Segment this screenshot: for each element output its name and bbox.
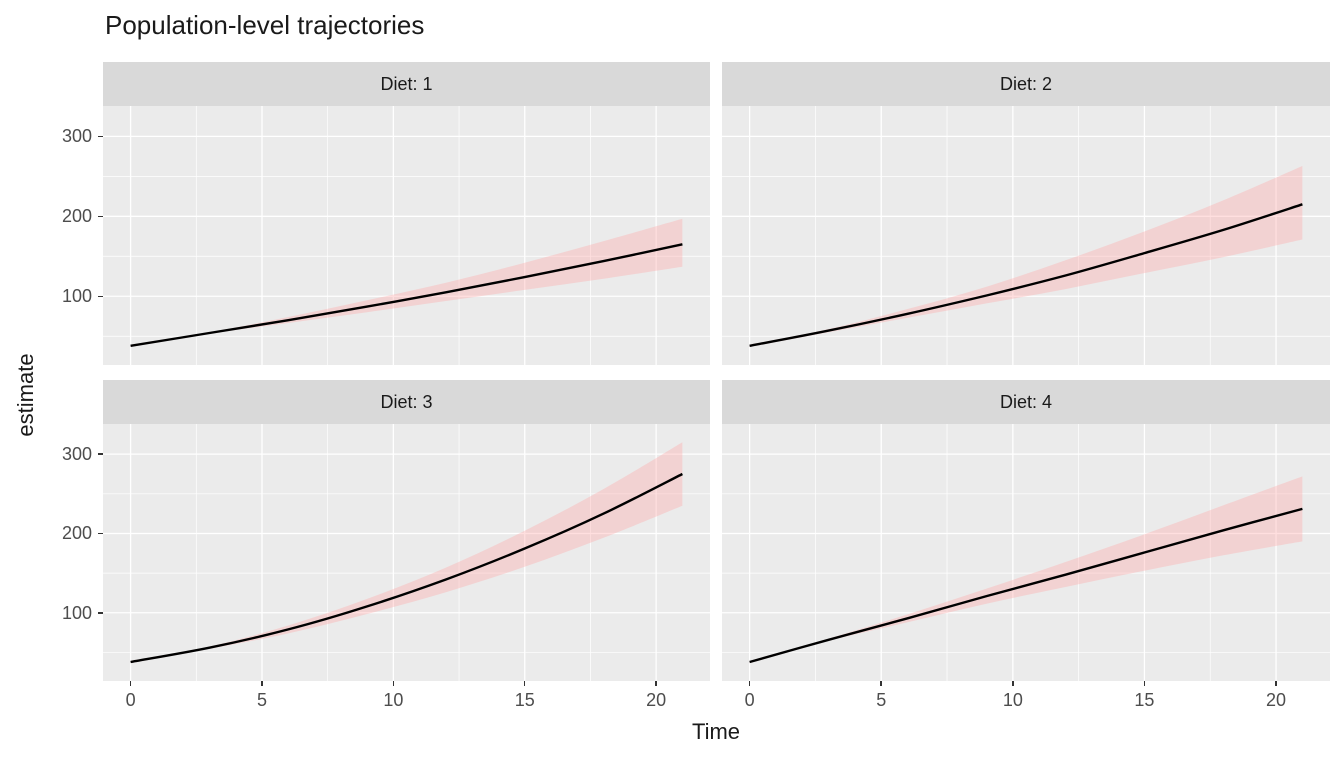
confidence-ribbon bbox=[749, 166, 1303, 347]
y-tick-label: 200 bbox=[61, 523, 92, 544]
x-tick-label: 20 bbox=[1266, 690, 1287, 710]
trajectory-line bbox=[749, 507, 1303, 664]
trajectory-line bbox=[749, 203, 1303, 347]
x-tick-label: 10 bbox=[1002, 690, 1023, 710]
y-tick-label: 300 bbox=[61, 444, 92, 465]
plot-title: Population-level trajectories bbox=[105, 10, 425, 40]
y-tick-mark bbox=[98, 295, 103, 297]
y-tick-label: 300 bbox=[61, 126, 92, 147]
y-tick-label: 200 bbox=[61, 206, 92, 227]
trajectory-line bbox=[130, 472, 683, 664]
facet-panel bbox=[103, 424, 710, 681]
x-tick-label: 10 bbox=[383, 690, 404, 710]
x-tick-label: 5 bbox=[256, 690, 267, 710]
x-tick-mark bbox=[392, 681, 395, 686]
y-tick-mark bbox=[98, 453, 103, 455]
y-tick-mark bbox=[98, 612, 103, 614]
panel-background bbox=[722, 106, 1330, 365]
panel-background bbox=[103, 106, 710, 365]
x-tick-mark bbox=[261, 681, 263, 686]
strip-label: Diet: 4 bbox=[999, 391, 1053, 412]
facet-strip: Diet: 4 bbox=[722, 380, 1330, 424]
x-tick-mark bbox=[523, 681, 526, 686]
strip-label: Diet: 3 bbox=[380, 391, 433, 412]
strip-label: Diet: 2 bbox=[999, 73, 1053, 94]
facet-panel bbox=[722, 424, 1330, 681]
facet-strip: Diet: 3 bbox=[103, 380, 710, 424]
x-tick-mark bbox=[1275, 681, 1277, 686]
x-tick-label: 15 bbox=[1134, 690, 1155, 710]
x-tick-label: 0 bbox=[125, 690, 136, 710]
y-tick-label: 100 bbox=[61, 602, 92, 623]
facet-panel bbox=[103, 106, 710, 365]
x-tick-mark bbox=[880, 681, 882, 686]
facet-panel bbox=[722, 106, 1330, 365]
x-tick-mark bbox=[1143, 681, 1146, 686]
y-tick-mark bbox=[98, 215, 103, 218]
panel-background bbox=[722, 424, 1330, 681]
x-tick-mark bbox=[129, 681, 132, 686]
x-tick-mark bbox=[748, 681, 751, 686]
x-tick-label: 5 bbox=[876, 690, 887, 710]
x-tick-label: 15 bbox=[514, 690, 535, 710]
confidence-ribbon bbox=[130, 218, 683, 347]
x-tick-label: 20 bbox=[646, 690, 667, 710]
x-tick-mark bbox=[655, 681, 657, 686]
panel-background bbox=[103, 424, 710, 681]
facet-strip: Diet: 2 bbox=[722, 62, 1330, 106]
y-axis-title: estimate bbox=[13, 353, 38, 437]
x-tick-mark bbox=[1012, 681, 1014, 686]
y-tick-mark bbox=[98, 532, 103, 535]
strip-label: Diet: 1 bbox=[380, 73, 433, 94]
facet-strip: Diet: 1 bbox=[103, 62, 710, 106]
x-tick-label: 0 bbox=[744, 690, 755, 710]
y-tick-mark bbox=[98, 135, 103, 138]
x-axis-title: Time bbox=[691, 719, 741, 744]
y-tick-label: 100 bbox=[61, 286, 92, 307]
trajectory-line bbox=[130, 243, 683, 347]
